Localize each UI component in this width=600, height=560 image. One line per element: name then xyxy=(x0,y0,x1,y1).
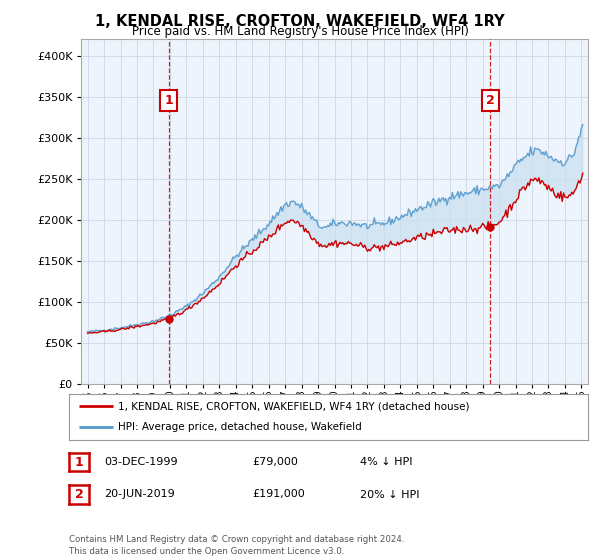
Text: 20-JUN-2019: 20-JUN-2019 xyxy=(104,489,175,500)
Text: 4% ↓ HPI: 4% ↓ HPI xyxy=(360,457,413,467)
Text: Price paid vs. HM Land Registry's House Price Index (HPI): Price paid vs. HM Land Registry's House … xyxy=(131,25,469,38)
Text: HPI: Average price, detached house, Wakefield: HPI: Average price, detached house, Wake… xyxy=(118,422,362,432)
Text: 2: 2 xyxy=(486,94,495,107)
Text: 1, KENDAL RISE, CROFTON, WAKEFIELD, WF4 1RY (detached house): 1, KENDAL RISE, CROFTON, WAKEFIELD, WF4 … xyxy=(118,401,470,411)
Text: 2: 2 xyxy=(74,488,83,501)
Text: 20% ↓ HPI: 20% ↓ HPI xyxy=(360,489,419,500)
Text: 1, KENDAL RISE, CROFTON, WAKEFIELD, WF4 1RY: 1, KENDAL RISE, CROFTON, WAKEFIELD, WF4 … xyxy=(95,14,505,29)
Text: £191,000: £191,000 xyxy=(252,489,305,500)
Text: £79,000: £79,000 xyxy=(252,457,298,467)
Text: 03-DEC-1999: 03-DEC-1999 xyxy=(104,457,178,467)
Text: Contains HM Land Registry data © Crown copyright and database right 2024.
This d: Contains HM Land Registry data © Crown c… xyxy=(69,535,404,556)
Text: 1: 1 xyxy=(164,94,173,107)
Text: 1: 1 xyxy=(74,455,83,469)
